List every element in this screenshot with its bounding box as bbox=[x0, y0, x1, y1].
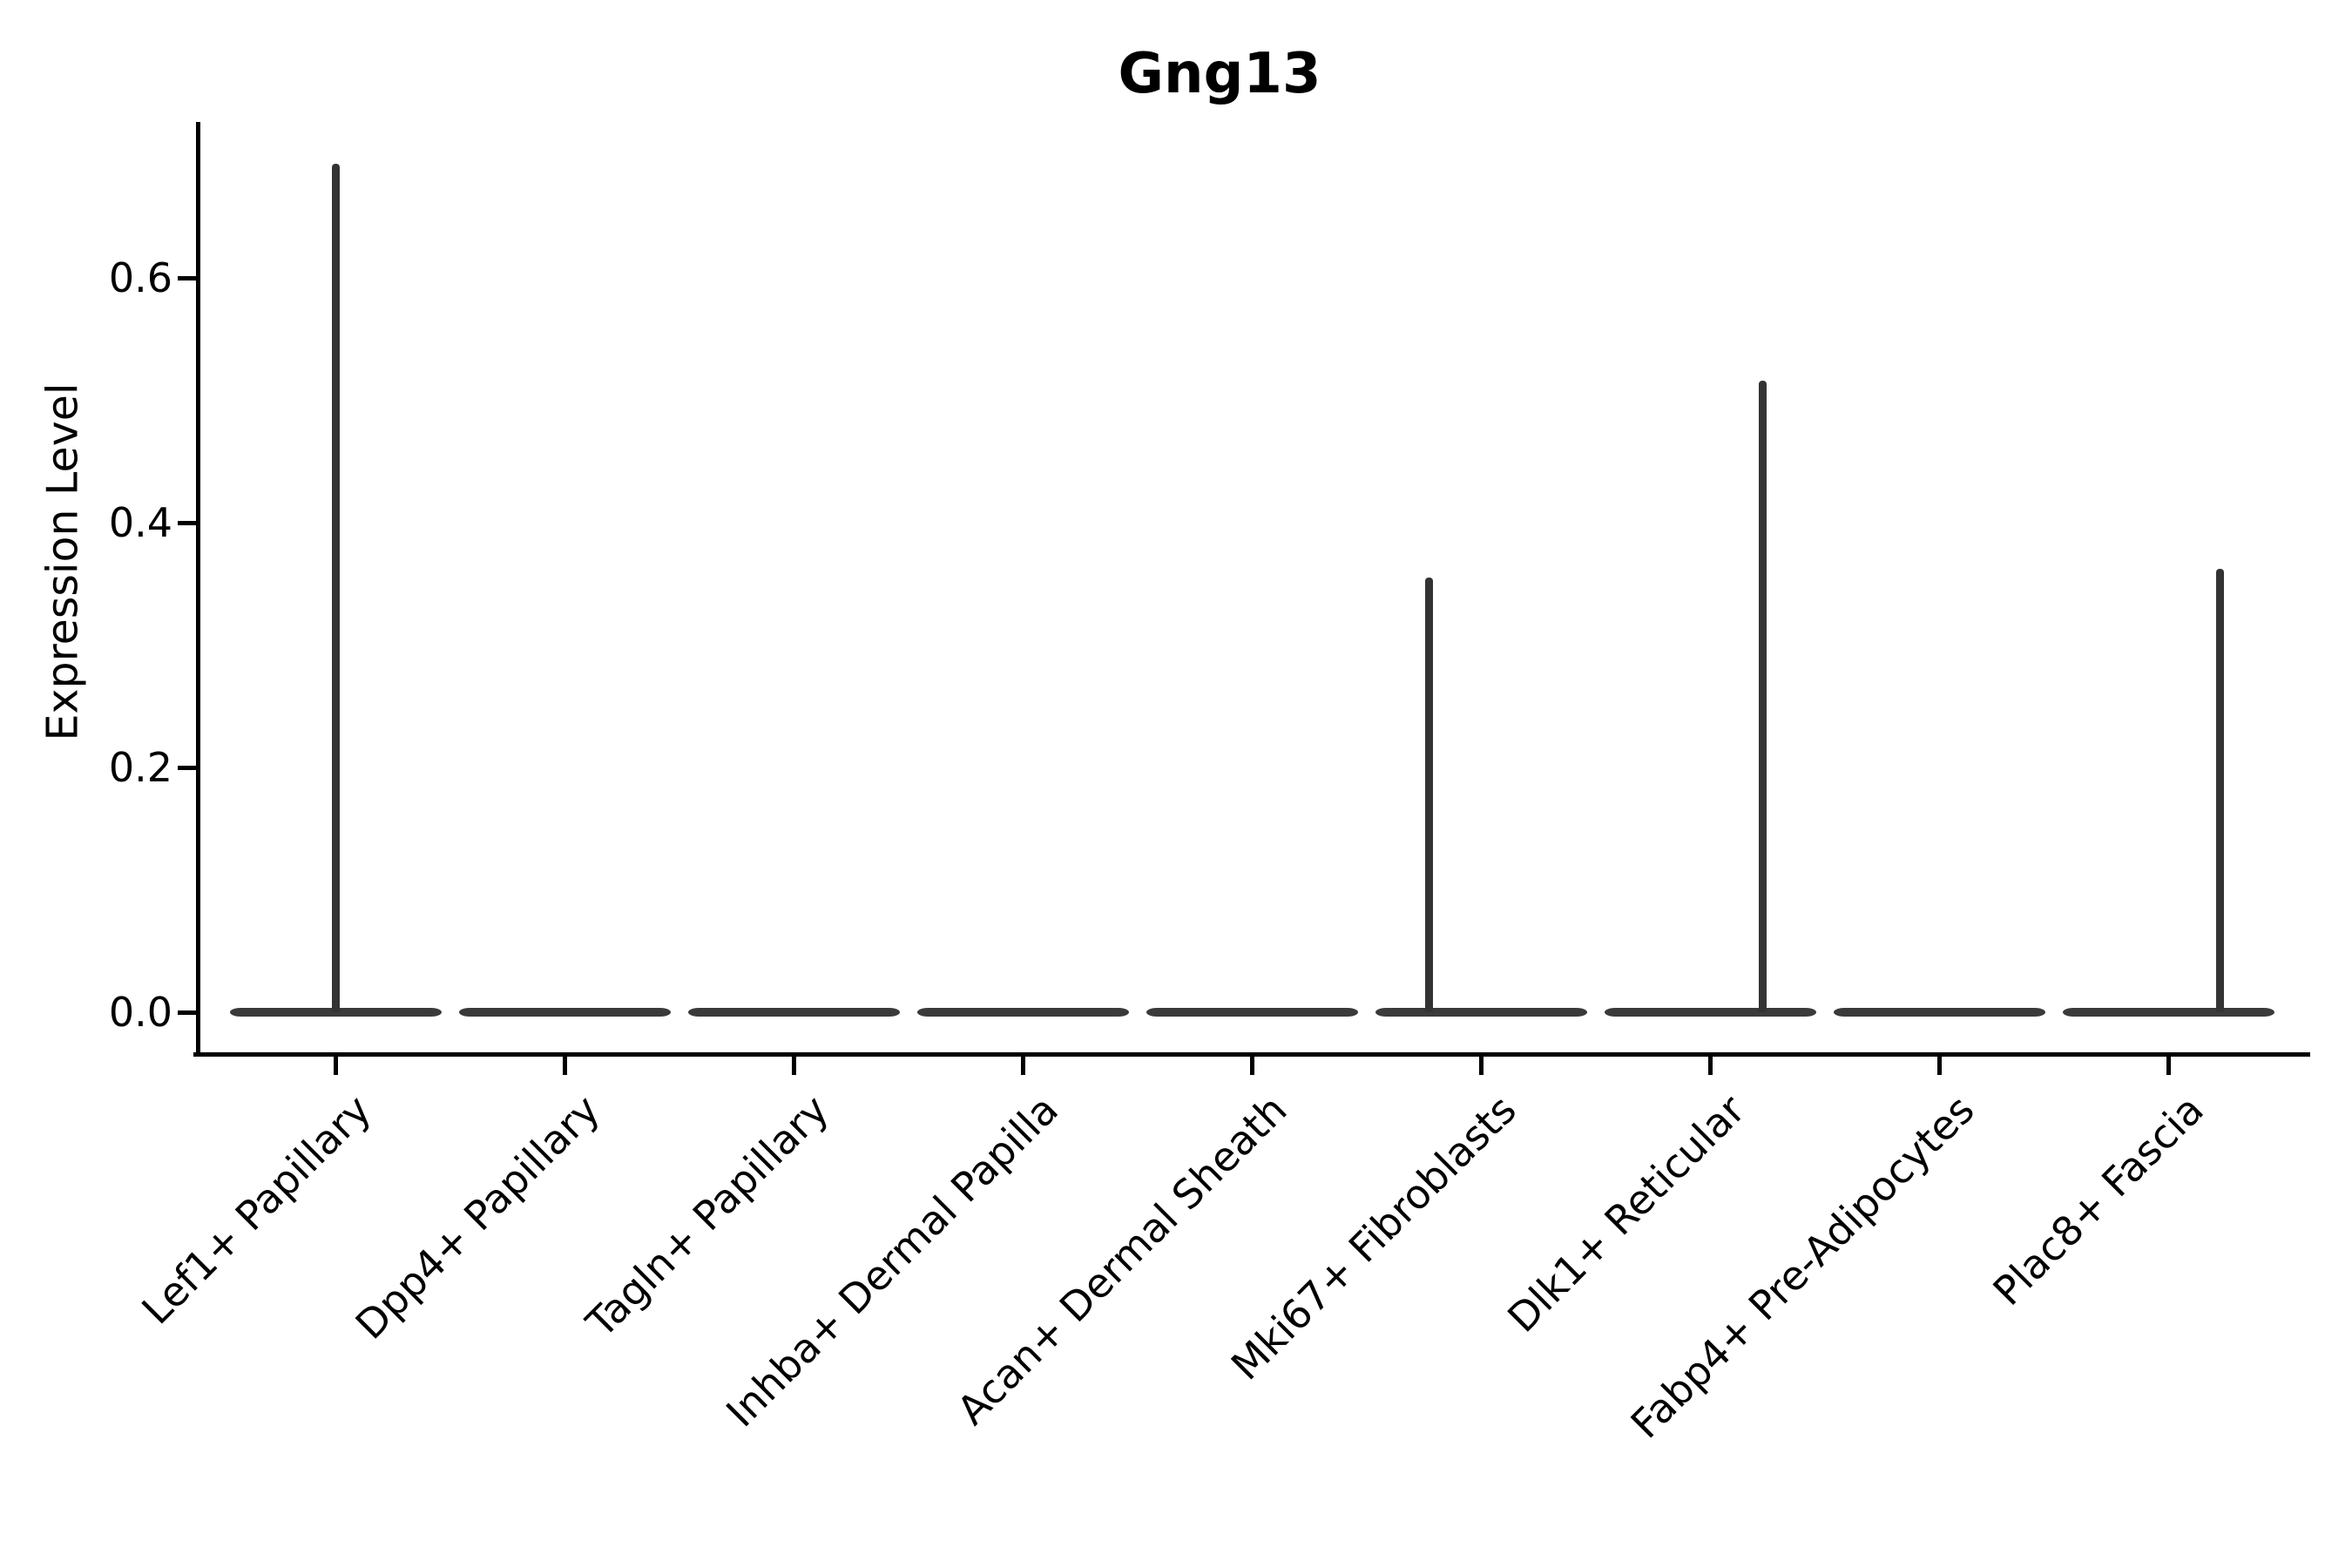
violin-body bbox=[916, 1008, 1129, 1017]
x-tick bbox=[1020, 1056, 1025, 1075]
y-tick-label: 0.2 bbox=[108, 744, 172, 791]
violin-body bbox=[1604, 1008, 1816, 1017]
violin-tail-spike bbox=[331, 164, 340, 1012]
violin-body bbox=[229, 1008, 442, 1017]
violin-body bbox=[458, 1008, 671, 1017]
x-tick bbox=[2166, 1056, 2171, 1075]
violin-body bbox=[1375, 1008, 1587, 1017]
chart-title: Gng13 bbox=[1118, 42, 1321, 106]
x-tick bbox=[1936, 1056, 1942, 1075]
y-tick-label: 0.0 bbox=[108, 989, 172, 1036]
x-tick bbox=[1707, 1056, 1713, 1075]
x-tick-label: Dlk1+ Reticular bbox=[1498, 1085, 1754, 1342]
violin-body bbox=[1833, 1008, 2045, 1017]
y-tick bbox=[177, 275, 196, 280]
x-tick-label: Tagln+ Papillary bbox=[577, 1085, 838, 1347]
violin-body bbox=[2062, 1008, 2274, 1017]
x-tick bbox=[333, 1056, 338, 1075]
y-axis-spine bbox=[195, 122, 200, 1057]
violin-tail-spike bbox=[1758, 381, 1767, 1012]
x-axis-spine bbox=[193, 1051, 2310, 1057]
violin-body bbox=[687, 1008, 900, 1017]
x-tick-label: Lef1+ Papillary bbox=[132, 1085, 380, 1334]
violin-tail-spike bbox=[2215, 569, 2224, 1012]
x-tick-label: Plac8+ Fascia bbox=[1984, 1085, 2213, 1315]
y-tick bbox=[177, 520, 196, 525]
y-tick-label: 0.4 bbox=[108, 499, 172, 546]
y-axis-label: Expression Level bbox=[37, 382, 88, 741]
y-tick bbox=[177, 1010, 196, 1015]
x-tick bbox=[1249, 1056, 1254, 1075]
violin-body bbox=[1146, 1008, 1358, 1017]
x-tick bbox=[1478, 1056, 1484, 1075]
y-tick-label: 0.6 bbox=[108, 254, 172, 301]
x-tick bbox=[791, 1056, 796, 1075]
x-tick-label: Dpp4+ Papillary bbox=[346, 1085, 609, 1348]
x-tick bbox=[562, 1056, 567, 1075]
y-tick bbox=[177, 765, 196, 770]
violin-tail-spike bbox=[1425, 578, 1434, 1012]
